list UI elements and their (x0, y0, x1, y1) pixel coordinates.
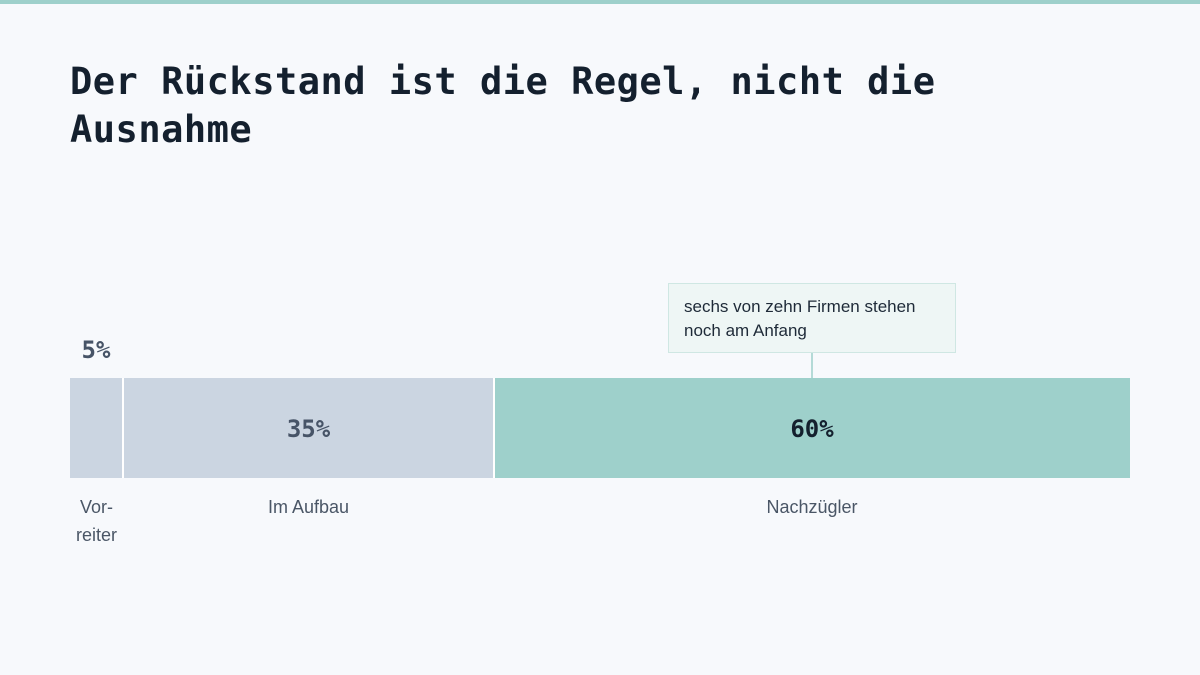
value-label-nachzuegler: 60% (790, 415, 834, 443)
value-label-im-aufbau: 35% (287, 415, 331, 443)
category-label-im-aufbau: Im Aufbau (268, 497, 349, 517)
bar-segment-vorreiter (70, 378, 123, 478)
category-label-nachzuegler: Nachzügler (766, 497, 857, 517)
bar-segment-im-aufbau (123, 378, 494, 478)
bar-segment-nachzuegler (494, 378, 1130, 478)
top-accent-rule (0, 0, 1200, 4)
annotation-callout: sechs von zehn Firmen stehen noch am Anf… (668, 283, 956, 353)
category-label-vorreiter: Vor-reiter (76, 497, 117, 545)
page-title: Der Rückstand ist die Regel, nicht die A… (70, 60, 936, 151)
value-label-vorreiter: 5% (82, 336, 111, 364)
